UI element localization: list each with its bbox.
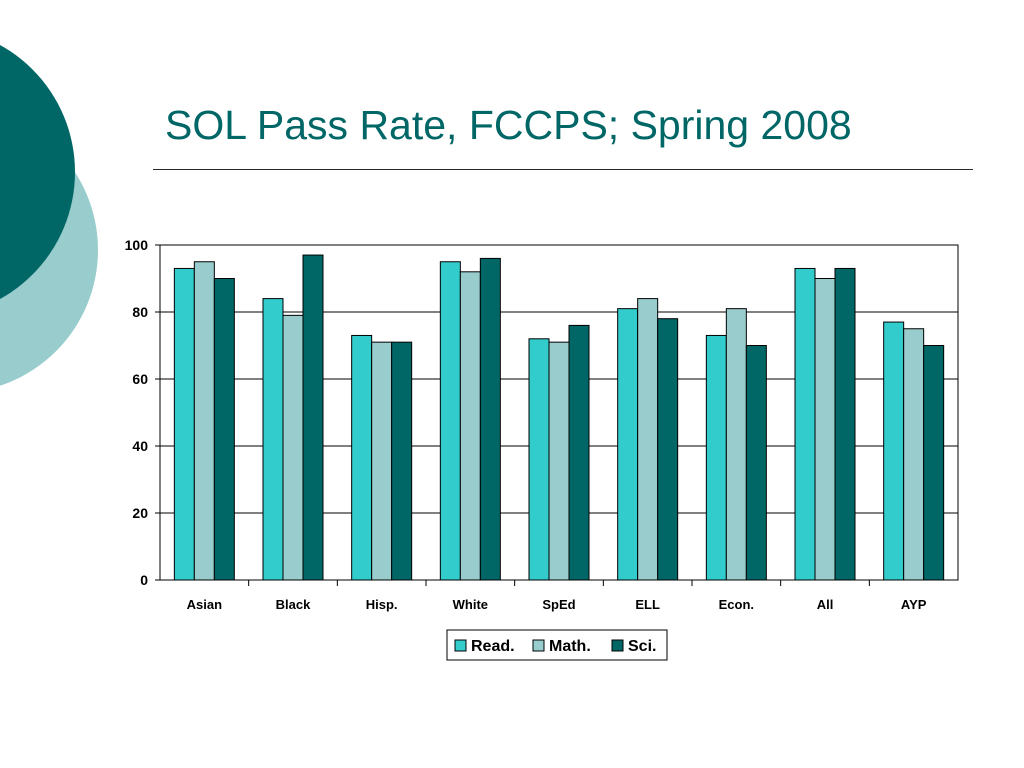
bar-math: [903, 328, 925, 581]
bar-sci: [745, 345, 767, 581]
y-tick-label: 0: [140, 572, 148, 588]
bar-math: [282, 314, 304, 581]
bars: [173, 254, 945, 581]
slide-title: SOL Pass Rate, FCCPS; Spring 2008: [165, 102, 852, 148]
y-tick-label: 80: [132, 304, 148, 320]
bar-read: [617, 308, 639, 581]
bar-sci: [657, 318, 679, 581]
y-tick-label: 20: [132, 505, 148, 521]
bar-sci: [302, 254, 324, 581]
x-tick-label: AYP: [901, 597, 927, 612]
x-tick-label: Econ.: [719, 597, 754, 612]
bar-sci: [923, 345, 945, 581]
bar-math: [371, 341, 393, 581]
x-tick-label: All: [817, 597, 834, 612]
x-tick-label: Hisp.: [366, 597, 398, 612]
y-tick-label: 60: [132, 371, 148, 387]
x-tick-label: SpEd: [542, 597, 575, 612]
bar-read: [262, 298, 284, 581]
bar-read: [883, 321, 905, 581]
legend-swatch: [532, 639, 545, 652]
legend-label: Sci.: [628, 638, 656, 655]
bar-math: [725, 308, 747, 581]
x-tick-label: Asian: [187, 597, 222, 612]
x-tick-label: Black: [276, 597, 311, 612]
bar-read: [439, 261, 461, 581]
bar-read: [705, 334, 727, 581]
plot-frame: [159, 244, 959, 581]
bar-read: [794, 267, 816, 581]
bar-math: [548, 341, 570, 581]
y-tick-label: 40: [132, 438, 148, 454]
bar-sci: [834, 267, 856, 581]
bar-read: [528, 338, 550, 581]
x-tick-label: White: [453, 597, 488, 612]
bar-sci: [213, 278, 235, 581]
x-tick-label: ELL: [635, 597, 660, 612]
legend: Read. Math. Sci.: [446, 629, 668, 661]
legend-label: Math.: [549, 638, 591, 655]
legend-swatch: [611, 639, 624, 652]
bar-math: [193, 261, 215, 581]
bar-read: [351, 334, 373, 581]
bar-read: [173, 267, 195, 581]
bar-math: [637, 298, 659, 581]
bar-math: [459, 271, 481, 581]
dark-teal-circle: [0, 45, 75, 299]
axes: 0 20 40 60 80 100 Asian Black Hisp. White SpEd ELL E…: [125, 237, 959, 612]
decorative-circles: [0, 45, 98, 386]
title-divider: [153, 169, 973, 170]
bar-sci: [568, 324, 590, 581]
legend-label: Read.: [471, 638, 515, 655]
legend-box: [446, 629, 668, 661]
y-tick-label: 100: [125, 237, 149, 253]
bar-math: [814, 278, 836, 581]
legend-swatch: [454, 639, 467, 652]
bar-sci: [391, 341, 413, 581]
bar-sci: [479, 257, 501, 581]
